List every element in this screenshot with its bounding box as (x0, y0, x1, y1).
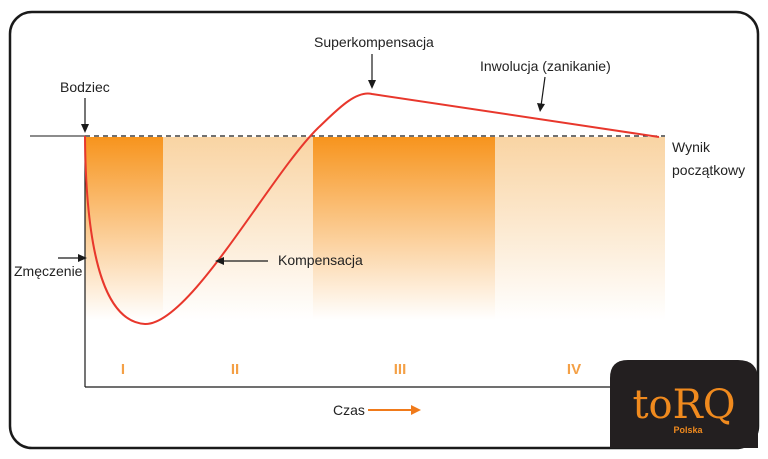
logo-word: toRQ (632, 382, 735, 428)
phase-label-3: III (394, 361, 407, 378)
bodziec-arrow (81, 98, 89, 133)
logo-sub: Polska (673, 425, 703, 435)
wynik-label-line2: początkowy (672, 162, 745, 178)
time-arrow (282, 405, 421, 415)
supercompensation-curve (84, 92, 660, 326)
phase-band-2 (163, 137, 313, 320)
kompensacja-label: Kompensacja (278, 252, 363, 268)
phase-label-4: IV (567, 361, 581, 378)
czas-label: Czas (333, 402, 365, 418)
phase-label-1: I (121, 361, 125, 378)
superkompensacja-label: Superkompensacja (314, 34, 434, 50)
wynik-label-line1: Wynik (672, 139, 711, 155)
phase-band-3 (313, 137, 495, 320)
phase-band-4 (495, 137, 665, 320)
inwolucja-label: Inwolucja (zanikanie) (480, 58, 611, 74)
torq-logo: toRQ Polska (610, 360, 758, 448)
inwolucja-arrow (537, 76, 546, 112)
superkompensacja-arrow (368, 54, 376, 89)
phase-label-2: II (231, 361, 239, 378)
kompensacja-arrow (215, 257, 268, 265)
phase-band-1 (85, 137, 163, 320)
zmeczenie-arrow (58, 254, 87, 262)
zmeczenie-label: Zmęczenie (14, 263, 83, 279)
bodziec-label: Bodziec (60, 79, 110, 95)
